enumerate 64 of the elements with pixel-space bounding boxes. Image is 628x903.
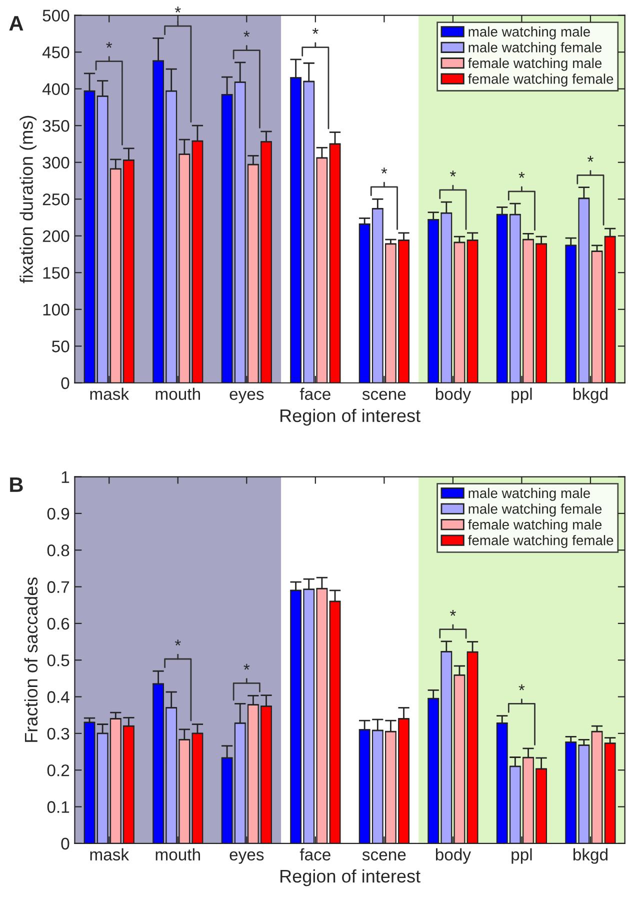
legend-label: female watching male (468, 519, 602, 532)
chart-title: A (9, 16, 24, 30)
y-tick-label: 0.5 (47, 654, 70, 666)
x-tick-label: scene (362, 851, 406, 861)
y-tick-label: 0.3 (47, 728, 70, 740)
x-tick-label: mask (90, 848, 130, 861)
legend-label: male watching female (468, 42, 602, 56)
x-tick-label: body (436, 848, 471, 864)
x-tick-label: eyes (230, 390, 264, 404)
y-tick-label: 200 (42, 230, 70, 242)
text: * (174, 6, 181, 13)
y-tick-label: 50 (52, 340, 70, 352)
x-tick-label: scene (362, 390, 406, 400)
legend-label: male watching female (468, 504, 602, 517)
y-tick-label: 0.9 (47, 508, 70, 520)
x-tick-label: bkgd (573, 388, 608, 404)
annotation: * (312, 28, 318, 34)
y-tick-label: 250 (42, 194, 70, 206)
y-axis-title: Fraction of saccades (24, 577, 38, 742)
annotation: * (450, 610, 456, 616)
y-axis-title: fixation duration (ms) (20, 116, 36, 284)
x-tick-label: ppl (512, 388, 532, 404)
y-tick-label: 1 (62, 471, 70, 483)
annotation: * (244, 30, 250, 37)
x-tick-label: mouth (156, 848, 200, 861)
chart-title: B (10, 478, 23, 492)
x-axis-title: Region of interest (280, 408, 420, 426)
x-axis-title: Region of interest (280, 869, 420, 886)
y-tick-label: 0.4 (47, 691, 70, 703)
legend-label: female watching female (468, 74, 614, 87)
x-tick-label: face (300, 848, 330, 861)
y-tick-label: 450 (42, 46, 70, 58)
legend-label: female watching male (468, 58, 602, 71)
x-tick-label: bkgd (573, 848, 608, 864)
x-tick-label: ppl (512, 848, 532, 864)
y-tick-label: 100 (43, 304, 70, 316)
x-tick-label: mouth (156, 388, 200, 400)
y-tick-label: 0.6 (47, 618, 70, 630)
x-tick-label: body (436, 388, 471, 404)
annotation: * (518, 684, 525, 690)
annotation: * (174, 640, 181, 646)
y-tick-label: 0.7 (47, 581, 70, 593)
y-tick-label: 400 (42, 83, 70, 96)
y-tick-label: 500 (42, 10, 70, 22)
y-tick-label: 0 (61, 377, 70, 390)
y-tick-label: 300 (42, 156, 70, 169)
annotation: * (244, 664, 250, 670)
x-tick-label: face (300, 388, 330, 400)
legend-label: female watching female (468, 535, 614, 548)
annotation: * (381, 168, 388, 174)
y-tick-label: 0.8 (47, 544, 70, 556)
x-tick-label: eyes (230, 851, 264, 864)
y-tick-label: 0.2 (47, 764, 70, 776)
legend-label: male watching male (468, 488, 590, 501)
y-tick-label: 150 (43, 267, 70, 279)
legend-label: male watching male (468, 26, 590, 40)
y-tick-label: 0.1 (47, 801, 70, 813)
x-tick-label: mask (90, 388, 130, 400)
annotation: * (588, 156, 594, 162)
annotation: * (106, 42, 112, 48)
annotation: * (450, 170, 456, 176)
y-tick-label: 350 (42, 120, 70, 132)
y-tick-label: 0 (61, 838, 70, 850)
annotation: * (518, 172, 525, 178)
